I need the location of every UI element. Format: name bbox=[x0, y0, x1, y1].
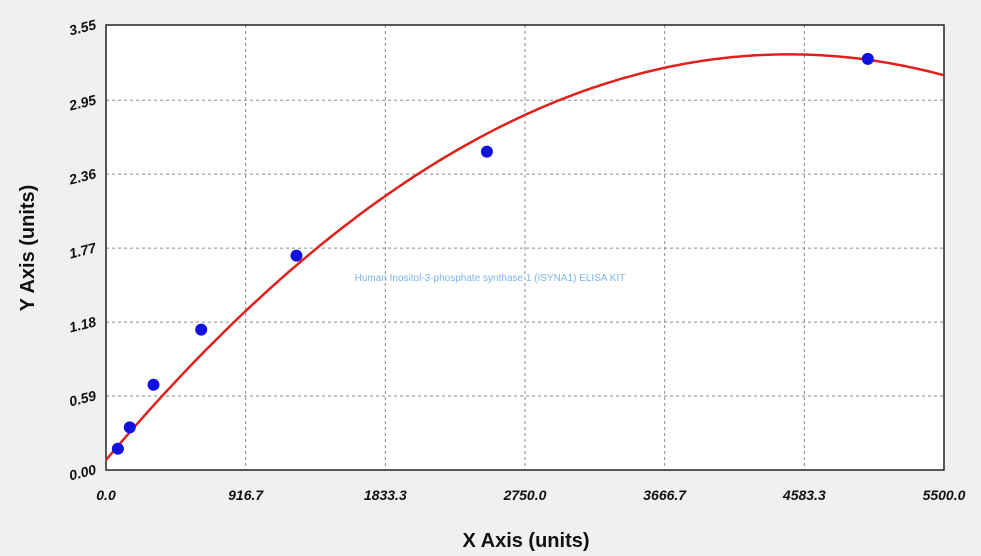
y-tick-label: 1.77 bbox=[67, 239, 98, 261]
data-point bbox=[147, 378, 160, 391]
y-tick-label: 2.36 bbox=[66, 165, 97, 187]
grid bbox=[106, 25, 944, 470]
y-tick-label: 3.55 bbox=[67, 16, 98, 38]
x-tick-label: 4583.3 bbox=[782, 487, 826, 503]
y-tick-label: 2.95 bbox=[66, 91, 97, 113]
y-tick-label: 0.59 bbox=[67, 387, 98, 409]
y-tick-label: 1.18 bbox=[67, 313, 98, 335]
x-axis-ticks: 0.0 916.7 1833.3 2750.0 3666.7 4583.3 5500.0 bbox=[96, 487, 965, 503]
fit-curve bbox=[105, 53, 945, 461]
y-tick-label: 0.00 bbox=[67, 461, 98, 483]
x-tick-label: 916.7 bbox=[228, 487, 264, 503]
data-point bbox=[480, 145, 493, 158]
data-point bbox=[123, 421, 136, 434]
plot-frame bbox=[105, 24, 945, 471]
data-point bbox=[861, 52, 874, 65]
y-axis-title: Y Axis (units) bbox=[17, 185, 39, 312]
data-points bbox=[111, 52, 874, 455]
x-tick-label: 5500.0 bbox=[923, 487, 966, 503]
x-tick-label: 3666.7 bbox=[643, 487, 687, 503]
y-axis-ticks: 0.00 0.59 1.18 1.77 2.36 2.95 3.55 bbox=[66, 16, 98, 483]
data-point bbox=[111, 442, 124, 455]
x-axis-title: X Axis (units) bbox=[462, 530, 589, 552]
x-tick-label: 2750.0 bbox=[503, 487, 547, 503]
data-point bbox=[195, 323, 208, 336]
x-tick-label: 1833.3 bbox=[364, 487, 407, 503]
watermark: Human Inositol-3-phosphate synthase 1 (I… bbox=[355, 273, 626, 284]
data-point bbox=[290, 249, 303, 262]
x-tick-label: 0.0 bbox=[96, 487, 116, 503]
